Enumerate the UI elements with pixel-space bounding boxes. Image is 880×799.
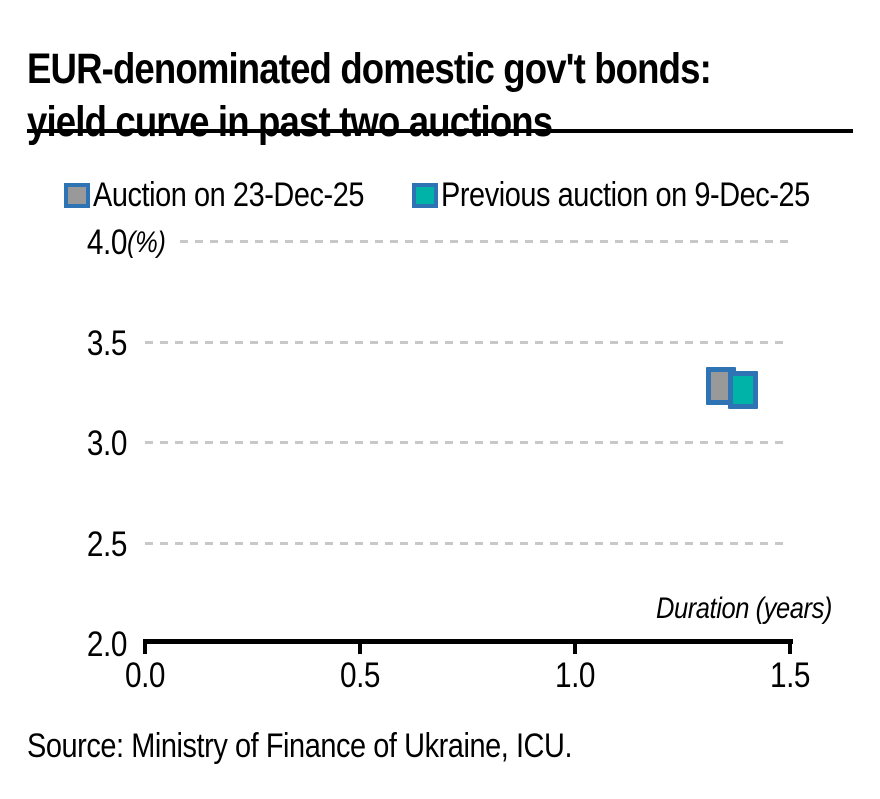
x-tick-label: 0.0 (124, 656, 166, 695)
legend-swatch-teal-square-icon (412, 183, 438, 208)
y-tick-label: 3.5 (86, 323, 128, 363)
y-gridline (145, 541, 790, 545)
legend-swatch-gray-square-icon (64, 183, 90, 208)
chart-title: EUR-denominated domestic gov't bonds: yi… (27, 43, 832, 149)
y-gridline (145, 340, 790, 344)
y-tick-label: 2.0 (86, 625, 128, 664)
title-underline (27, 129, 853, 133)
y-gridline (180, 240, 790, 243)
y-tick-label: 2.5 (86, 524, 128, 564)
x-axis-tick (358, 641, 362, 654)
x-axis-title: Duration (years) (655, 592, 832, 625)
legend-item-current-auction: Auction on 23-Dec-25 (64, 176, 412, 215)
chart-title-line-1: EUR-denominated domestic gov't bonds: (27, 44, 712, 93)
legend-label: Previous auction on 9-Dec-25 (441, 176, 810, 214)
x-axis-tick (788, 641, 792, 654)
source-note: Source: Ministry of Finance of Ukraine, … (27, 727, 573, 765)
x-tick-label: 1.5 (769, 656, 811, 695)
data-point-auction-9-dec (727, 370, 758, 409)
legend-item-previous-auction: Previous auction on 9-Dec-25 (412, 176, 875, 215)
x-axis-tick (143, 641, 147, 654)
legend-label: Auction on 23-Dec-25 (93, 176, 365, 214)
x-tick-label: 0.5 (339, 656, 381, 695)
x-tick-label: 1.0 (554, 656, 596, 695)
y-tick-label: 3.0 (86, 424, 128, 463)
x-axis-line (143, 639, 793, 644)
y-tick-label: 4.0 (86, 223, 128, 262)
chart-title-line-2: yield curve in past two auctions (27, 97, 553, 146)
x-axis-tick (573, 641, 577, 654)
y-axis-unit-label: (%) (127, 226, 166, 259)
y-gridline (145, 441, 790, 444)
